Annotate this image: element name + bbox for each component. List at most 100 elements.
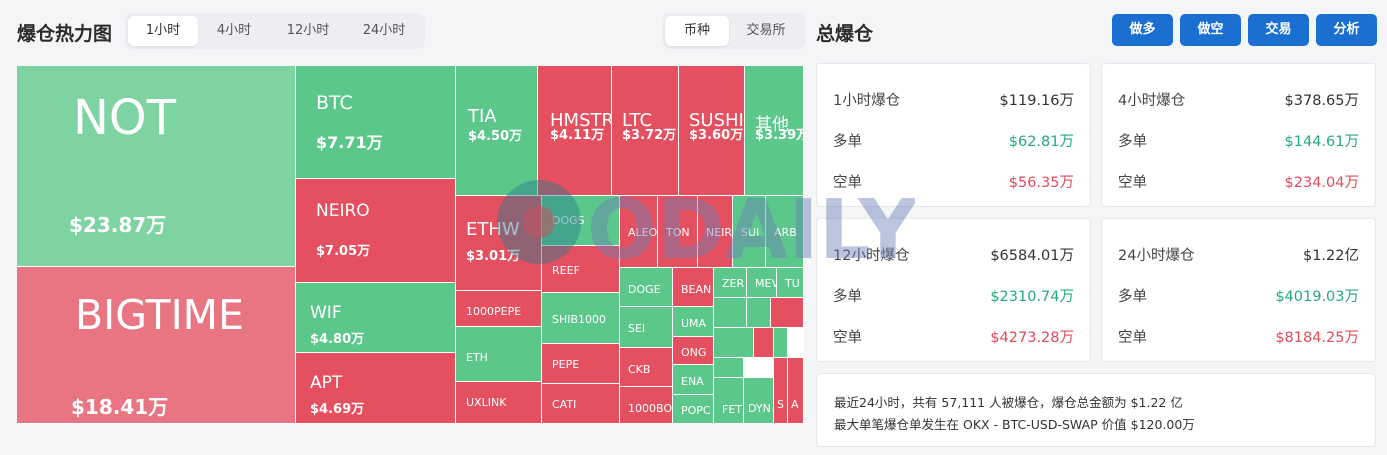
card-short-row: 空单 $56.35万 bbox=[833, 171, 1074, 191]
card-label: 多单 bbox=[1118, 289, 1147, 305]
tile-ena[interactable]: ENA bbox=[673, 365, 714, 395]
tile-s[interactable]: S bbox=[774, 358, 788, 424]
tile-symbol: ALEO bbox=[628, 226, 658, 239]
tile-1000pepe[interactable]: 1000PEPE bbox=[456, 291, 542, 327]
tile-wif[interactable]: WIF $4.80万 bbox=[296, 283, 456, 353]
tab-12h[interactable]: 12小时 bbox=[286, 23, 330, 38]
card-short-row: 空单 $234.04万 bbox=[1118, 171, 1359, 191]
tile-bigtime[interactable]: BIGTIME $18.41万 bbox=[17, 267, 296, 424]
tile-1000bo[interactable]: 1000BO bbox=[620, 387, 673, 424]
tile-popc[interactable]: POPC bbox=[673, 395, 714, 424]
tile-fet[interactable]: FET bbox=[714, 378, 744, 424]
tab-24h[interactable]: 24小时 bbox=[362, 23, 406, 38]
tile-hmstr[interactable]: HMSTR $4.11万 bbox=[538, 66, 612, 196]
tile-symbol: LTC bbox=[622, 110, 653, 131]
tile-ltc[interactable]: LTC $3.72万 bbox=[612, 66, 679, 196]
tile-aav[interactable]: AAV bbox=[714, 328, 754, 358]
tile-arb[interactable]: ARB bbox=[766, 196, 804, 268]
tile-amount: $23.87万 bbox=[69, 213, 167, 237]
tile-ethw[interactable]: ETHW $3.01万 bbox=[456, 196, 542, 291]
tile-ong[interactable]: ONG bbox=[673, 337, 714, 365]
tile-btc[interactable]: BTC $7.71万 bbox=[296, 66, 456, 179]
view-tabs: 币种 交易所 bbox=[662, 13, 806, 49]
tile-symbol: TU bbox=[785, 277, 800, 290]
card-label: 空单 bbox=[833, 330, 862, 346]
analysis-button[interactable]: 分析 bbox=[1316, 14, 1377, 46]
tile-symbol: SUI bbox=[741, 226, 760, 239]
tile-amount: $7.05万 bbox=[316, 244, 371, 259]
card-label: 24小时爆仓 bbox=[1118, 248, 1195, 264]
trade-button[interactable]: 交易 bbox=[1248, 14, 1309, 46]
total-liquidation-title: 总爆仓 bbox=[816, 23, 874, 45]
card-total-row: 12小时爆仓 $6584.01万 bbox=[833, 244, 1074, 264]
tile-not[interactable]: NOT $23.87万 bbox=[17, 66, 296, 267]
tile-neiro[interactable]: NEIRO $7.05万 bbox=[296, 179, 456, 283]
card-value: $144.61万 bbox=[1284, 134, 1359, 150]
tile-ton[interactable]: TON bbox=[658, 196, 698, 268]
tile-amount: $3.60万 bbox=[689, 128, 744, 143]
card-total-row: 1小时爆仓 $119.16万 bbox=[833, 89, 1074, 109]
tile-symbol: FET bbox=[722, 403, 742, 416]
tile-uma[interactable]: UMA bbox=[673, 307, 714, 337]
tile-symbol: 其他 bbox=[755, 115, 789, 135]
tile-symbol: TON bbox=[666, 226, 690, 239]
tile-bean[interactable]: BEAN bbox=[673, 268, 714, 307]
card-value: $4019.03万 bbox=[1275, 289, 1359, 305]
tile-pepe[interactable]: PEPE bbox=[542, 344, 620, 384]
card-label: 多单 bbox=[1118, 134, 1147, 150]
tile-tu[interactable]: TU bbox=[777, 268, 804, 298]
tab-4h[interactable]: 4小时 bbox=[216, 23, 252, 38]
tile-symbol: SUSHI bbox=[689, 110, 744, 131]
card-label: 空单 bbox=[1118, 330, 1147, 346]
card-label: 空单 bbox=[833, 175, 862, 191]
tile-xa[interactable]: XA bbox=[714, 298, 747, 328]
tile-zer[interactable]: ZER bbox=[714, 268, 747, 298]
card-value: $8184.25万 bbox=[1275, 330, 1359, 346]
tile-doge[interactable]: DOGE bbox=[620, 268, 673, 307]
tile-symbol: S bbox=[778, 355, 785, 357]
tile-symbol: AAV bbox=[722, 355, 744, 357]
short-button[interactable]: 做空 bbox=[1180, 14, 1241, 46]
tile-reef[interactable]: REEF bbox=[542, 246, 620, 293]
tile-dogs[interactable]: DOGS bbox=[542, 196, 620, 246]
tile-aleo[interactable]: ALEO bbox=[620, 196, 658, 268]
tile-dyn[interactable]: DYN bbox=[744, 378, 774, 424]
card-value: $378.65万 bbox=[1284, 93, 1359, 109]
tile-symbol: ETHW bbox=[466, 219, 520, 240]
tile-100[interactable]: 100 bbox=[714, 358, 744, 378]
tab-1h[interactable]: 1小时 bbox=[128, 16, 198, 46]
tile-sei[interactable]: SEI bbox=[620, 307, 673, 348]
tile-s[interactable]: S bbox=[774, 328, 788, 358]
tile-symbol: SEI bbox=[628, 322, 646, 335]
tile-apt[interactable]: APT $4.69万 bbox=[296, 353, 456, 424]
tile-uxlink[interactable]: UXLINK bbox=[456, 382, 542, 424]
tile-ckb[interactable]: CKB bbox=[620, 348, 673, 387]
long-button[interactable]: 做多 bbox=[1112, 14, 1173, 46]
tile-symbol: CKB bbox=[628, 363, 651, 376]
tile-ta[interactable]: TA bbox=[754, 328, 774, 358]
tile-eth[interactable]: ETH bbox=[456, 327, 542, 382]
tile-symbol: HMSTR bbox=[550, 110, 612, 131]
tile-shib1000[interactable]: SHIB1000 bbox=[542, 293, 620, 344]
tile-mev[interactable]: MEV bbox=[747, 268, 777, 298]
tile-symbol: POPC bbox=[681, 404, 711, 417]
tab-coin[interactable]: 币种 bbox=[665, 16, 729, 46]
tile-pe[interactable]: PE bbox=[747, 298, 771, 328]
tile-amount: $4.80万 bbox=[310, 332, 365, 347]
card-short-row: 空单 $4273.28万 bbox=[833, 326, 1074, 346]
tile-sushi[interactable]: SUSHI $3.60万 bbox=[679, 66, 745, 196]
tile-cati[interactable]: CATI bbox=[542, 384, 620, 424]
tile-other[interactable]: 其他 $3.39万 bbox=[745, 66, 804, 196]
tile-symbol: BIGTIME bbox=[75, 291, 244, 339]
tile-tia[interactable]: TIA $4.50万 bbox=[456, 66, 538, 196]
tile-symbol: ETH bbox=[466, 351, 488, 364]
tile-sui[interactable]: SUI bbox=[733, 196, 766, 268]
card-value: $4273.28万 bbox=[990, 330, 1074, 346]
tile-symbol: 1000BO bbox=[628, 402, 673, 415]
tile-neir[interactable]: NEIR bbox=[698, 196, 733, 268]
tile-symbol: BTC bbox=[316, 92, 353, 114]
card-value: $6584.01万 bbox=[990, 248, 1074, 264]
tab-exchange[interactable]: 交易所 bbox=[746, 23, 786, 38]
tile-a[interactable]: A bbox=[788, 358, 804, 424]
tile-ja[interactable]: JA bbox=[771, 298, 804, 328]
